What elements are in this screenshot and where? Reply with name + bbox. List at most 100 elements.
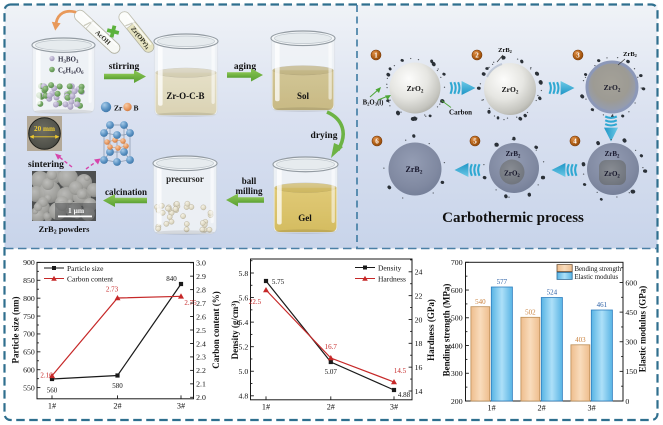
svg-text:precursor: precursor [166, 174, 204, 184]
svg-text:560: 560 [47, 387, 58, 395]
svg-text:850: 850 [23, 276, 35, 285]
svg-text:600: 600 [625, 278, 637, 287]
svg-text:2.6: 2.6 [196, 312, 206, 321]
svg-text:5.4: 5.4 [239, 318, 249, 327]
svg-text:300: 300 [625, 338, 637, 347]
svg-text:Elastic modulus: Elastic modulus [575, 274, 619, 281]
svg-text:ZrO2​: ZrO2​ [502, 85, 519, 95]
svg-text:700: 700 [451, 258, 463, 267]
svg-text:Sol: Sol [297, 91, 310, 101]
svg-text:2#: 2# [113, 401, 121, 410]
svg-text:milling: milling [235, 186, 263, 196]
svg-text:2.1: 2.1 [196, 380, 206, 389]
svg-text:4: 4 [573, 137, 577, 145]
svg-text:aging: aging [234, 62, 256, 72]
svg-text:450: 450 [625, 308, 637, 317]
svg-text:B: B [134, 104, 139, 113]
svg-text:5.07: 5.07 [325, 368, 338, 376]
svg-text:840: 840 [166, 275, 177, 283]
svg-text:0: 0 [625, 397, 629, 406]
svg-text:700: 700 [23, 330, 35, 339]
svg-text:16: 16 [415, 363, 423, 372]
svg-text:5: 5 [473, 137, 477, 145]
svg-text:2: 2 [475, 51, 479, 59]
svg-text:1 μm: 1 μm [68, 206, 85, 215]
svg-text:2.2: 2.2 [196, 366, 206, 375]
svg-text:461: 461 [597, 301, 608, 309]
svg-text:20 mm: 20 mm [34, 125, 55, 133]
svg-text:ZrB2​: ZrB2​ [623, 51, 637, 58]
svg-text:Density: Density [378, 264, 402, 273]
svg-text:400: 400 [451, 341, 463, 350]
svg-text:Hardness (GPa): Hardness (GPa) [426, 299, 436, 361]
svg-text:ZrB2​: ZrB2​ [605, 150, 620, 159]
svg-text:drying: drying [311, 131, 338, 141]
svg-text:2.9: 2.9 [196, 272, 206, 281]
svg-text:4.88: 4.88 [398, 391, 411, 399]
svg-text:1#: 1# [488, 404, 496, 413]
svg-text:3#: 3# [588, 404, 596, 413]
svg-text:ZrO2​: ZrO2​ [604, 83, 621, 93]
svg-text:ball: ball [242, 176, 257, 186]
svg-text:Bending strength (MPa): Bending strength (MPa) [442, 284, 452, 377]
svg-text:750: 750 [23, 312, 35, 321]
svg-text:2#: 2# [327, 402, 335, 411]
svg-text:ZrB2​ powders: ZrB2​ powders [39, 224, 91, 236]
svg-text:3#: 3# [390, 402, 398, 411]
svg-text:Zr: Zr [114, 104, 123, 113]
svg-text:580: 580 [112, 382, 123, 390]
svg-text:Carbon: Carbon [449, 109, 472, 117]
svg-text:24: 24 [415, 268, 423, 277]
svg-text:577: 577 [497, 278, 508, 286]
svg-text:16.7: 16.7 [325, 343, 338, 351]
svg-text:calcination: calcination [105, 187, 147, 197]
svg-text:Bending strength: Bending strength [575, 266, 622, 273]
svg-text:5.75: 5.75 [272, 278, 285, 286]
svg-text:Particle size (nm): Particle size (nm) [11, 297, 21, 364]
svg-text:Carbon content: Carbon content [67, 275, 114, 284]
svg-text:550: 550 [23, 383, 35, 392]
svg-text:4.8: 4.8 [239, 392, 249, 401]
svg-text:5.6: 5.6 [239, 293, 249, 302]
svg-text:2.16: 2.16 [40, 372, 53, 380]
svg-text:540: 540 [475, 298, 486, 306]
svg-text:2.4: 2.4 [196, 339, 206, 348]
svg-text:2.0: 2.0 [196, 393, 206, 402]
svg-text:2.73: 2.73 [106, 286, 119, 294]
svg-text:20: 20 [415, 315, 423, 324]
svg-text:14: 14 [415, 387, 423, 396]
svg-text:6: 6 [375, 137, 379, 145]
svg-text:3: 3 [576, 51, 580, 59]
svg-text:Carbothermic process: Carbothermic process [442, 210, 584, 226]
svg-text:B2​O3​(l): B2​O3​(l) [363, 100, 384, 107]
svg-text:800: 800 [23, 294, 35, 303]
svg-text:Gel: Gel [298, 213, 312, 223]
svg-text:5.8: 5.8 [239, 269, 249, 278]
svg-text:ZrO2​: ZrO2​ [504, 170, 520, 179]
svg-text:502: 502 [525, 309, 536, 317]
svg-text:2.3: 2.3 [196, 353, 206, 362]
svg-text:ZrB2​: ZrB2​ [506, 150, 521, 159]
svg-text:sintering: sintering [28, 160, 64, 170]
svg-text:Elastic modulus (GPa): Elastic modulus (GPa) [638, 286, 648, 373]
svg-text:2.5: 2.5 [196, 326, 206, 335]
svg-text:403: 403 [575, 336, 586, 344]
svg-text:3.0: 3.0 [196, 259, 206, 268]
svg-text:1: 1 [374, 51, 378, 59]
svg-text:300: 300 [451, 369, 463, 378]
svg-text:3#: 3# [177, 401, 185, 410]
svg-text:Carbon content (%): Carbon content (%) [211, 291, 221, 369]
svg-text:5.0: 5.0 [239, 367, 249, 376]
svg-text:1#: 1# [262, 402, 270, 411]
svg-text:2.8: 2.8 [196, 285, 206, 294]
svg-text:650: 650 [23, 348, 35, 357]
svg-text:H3​BO3​: H3​BO3​ [58, 56, 79, 65]
svg-text:ZrB2​: ZrB2​ [498, 47, 512, 54]
svg-text:Particle size: Particle size [67, 264, 104, 273]
svg-text:524: 524 [547, 289, 558, 297]
svg-text:2#: 2# [538, 404, 546, 413]
svg-text:200: 200 [451, 397, 463, 406]
svg-text:ZrB2​: ZrB2​ [406, 165, 423, 175]
svg-text:C6​H14​O6​: C6​H14​O6​ [58, 67, 84, 76]
svg-text:18: 18 [415, 339, 423, 348]
